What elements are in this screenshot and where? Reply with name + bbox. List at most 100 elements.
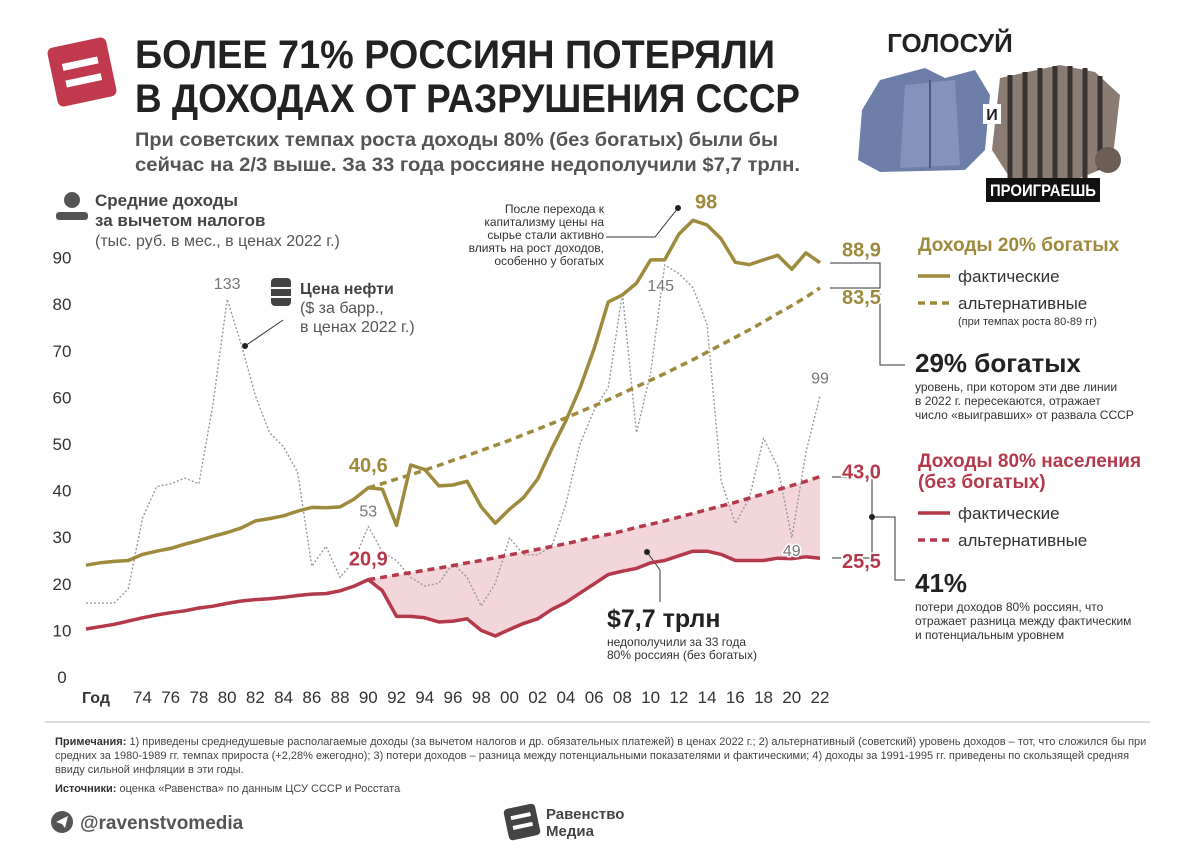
value-label: 25,5 (842, 551, 881, 573)
annotation-text: капитализму цены на (484, 215, 604, 229)
title: БОЛЕЕ 71% РОССИЯН ПОТЕРЯЛИ (135, 33, 775, 77)
notes-label: Примечания: (55, 736, 127, 748)
annotation-text: особенно у богатых (494, 254, 604, 268)
loss-area (368, 476, 820, 636)
x-tick-label: 76 (161, 688, 180, 707)
value-label: 40,6 (349, 455, 388, 477)
oil-value-label: 133 (214, 276, 241, 293)
oil-label: ($ за барр., (300, 300, 384, 317)
x-tick-label: 94 (415, 688, 434, 707)
legend-label: фактические (958, 267, 1060, 286)
subtitle: сейчас на 2/3 выше. За 33 года россияне … (135, 155, 800, 176)
x-tick-label: 98 (472, 688, 491, 707)
legend-note: (при темпах роста 80-89 гг) (958, 316, 1097, 328)
x-tick-label: 88 (331, 688, 350, 707)
telegram-icon (51, 811, 73, 833)
series-line (85, 549, 821, 638)
annotation-text: и потенциальным уровнем (915, 628, 1064, 642)
oil-value-label: 49 (783, 543, 801, 560)
coin-icon (56, 192, 88, 220)
x-tick-label: 14 (698, 688, 717, 707)
x-tick-label: 96 (444, 688, 463, 707)
legend-label: альтернативные (958, 294, 1087, 313)
x-tick-label: 02 (528, 688, 547, 707)
series-line (368, 474, 821, 582)
oil-label: Цена нефти (300, 281, 394, 298)
oil-label: в ценах 2022 г.) (300, 319, 415, 336)
annotation-head: 29% богатых (915, 348, 1081, 378)
value-label: 83,5 (842, 287, 881, 309)
value-label: 43,0 (842, 462, 881, 484)
x-tick-label: 80 (218, 688, 237, 707)
x-tick-label: 08 (613, 688, 632, 707)
poster-illustration: ГОЛОСУЙ И ПРОИГРАЕШЬ (858, 28, 1121, 202)
series-line (85, 218, 821, 567)
legend-label: альтернативные (958, 531, 1087, 550)
y-tick-label: 0 (57, 668, 66, 687)
annotation-text: 80% россиян (без богатых) (607, 648, 757, 662)
leader-dots (242, 205, 875, 555)
annotation-text: недополучили за 33 года (607, 635, 746, 649)
x-tick-label: 74 (133, 688, 152, 707)
y-tick-label: 60 (53, 388, 72, 407)
poster-middle: И (986, 107, 998, 124)
annotation-head: 41% (915, 568, 967, 598)
annotation-text: После перехода к (505, 202, 605, 216)
annotation-text: в 2022 г. пересекаются, отражает (915, 394, 1101, 408)
oil-value-label: 99 (811, 371, 829, 388)
poster-top: ГОЛОСУЙ (887, 28, 1013, 58)
legend-title: Доходы 20% богатых (918, 235, 1120, 256)
notes-text: 1) приведены среднедушевые располагаемые… (55, 736, 1147, 776)
brand: Медиа (546, 823, 595, 840)
sources: Источники: оценка «Равенства» по данным … (55, 782, 1155, 796)
y-tick-label: 80 (53, 295, 72, 314)
annotation-head: $7,7 трлн (607, 605, 720, 633)
annotation-text: влиять на рост доходов, (469, 241, 604, 255)
value-label: 20,9 (349, 549, 388, 571)
brand: Равенство (546, 806, 624, 823)
y-axis-label: (тыс. руб. в мес., в ценах 2022 г.) (95, 233, 340, 250)
x-tick-label: 10 (641, 688, 660, 707)
subtitle: При советских темпах роста доходы 80% (б… (135, 130, 778, 151)
poster-bottom: ПРОИГРАЕШЬ (990, 181, 1096, 200)
legend-title: (без богатых) (918, 472, 1046, 493)
series-line (367, 286, 821, 490)
x-tick-label: 84 (274, 688, 293, 707)
value-label: 88,9 (842, 240, 881, 262)
brand-logo (503, 803, 541, 841)
logo (47, 37, 117, 107)
y-axis-label: Средние доходы (95, 191, 238, 210)
value-label: 98 (695, 191, 717, 213)
x-tick-label: 82 (246, 688, 265, 707)
annotation-text: отражает разница между фактическим (915, 614, 1131, 628)
annotation-text: уровень, при котором эти две линии (915, 380, 1117, 394)
title: В ДОХОДАХ ОТ РАЗРУШЕНИЯ СССР (135, 77, 800, 121)
y-tick-label: 70 (53, 342, 72, 361)
y-tick-label: 50 (53, 435, 72, 454)
x-tick-label: 18 (754, 688, 773, 707)
x-tick-label: 92 (387, 688, 406, 707)
y-tick-label: 20 (53, 575, 72, 594)
x-tick-label: 16 (726, 688, 745, 707)
annotation-text: сырье стали активно (487, 228, 604, 242)
x-axis-label: Год (82, 690, 110, 707)
x-tick-label: 22 (811, 688, 830, 707)
x-tick-label: 90 (359, 688, 378, 707)
oil-value-label: 145 (647, 278, 674, 295)
x-tick-label: 78 (189, 688, 208, 707)
oil-value-label: 53 (359, 503, 377, 520)
sources-text: оценка «Равенства» по данным ЦСУ СССР и … (119, 783, 401, 795)
annotation-text: число «выигравших» от развала СССР (915, 408, 1134, 422)
x-tick-label: 20 (782, 688, 801, 707)
notes: Примечания: 1) приведены среднедушевые р… (55, 735, 1155, 777)
y-tick-label: 40 (53, 482, 72, 501)
sources-label: Источники: (55, 783, 117, 795)
legend-label: фактические (958, 504, 1060, 523)
x-tick-label: 04 (556, 688, 575, 707)
annotation-text: потери доходов 80% россиян, что (915, 600, 1104, 614)
x-tick-label: 86 (302, 688, 321, 707)
y-axis-label: за вычетом налогов (95, 211, 265, 230)
barrel-icon (271, 278, 291, 306)
x-tick-label: 06 (585, 688, 604, 707)
